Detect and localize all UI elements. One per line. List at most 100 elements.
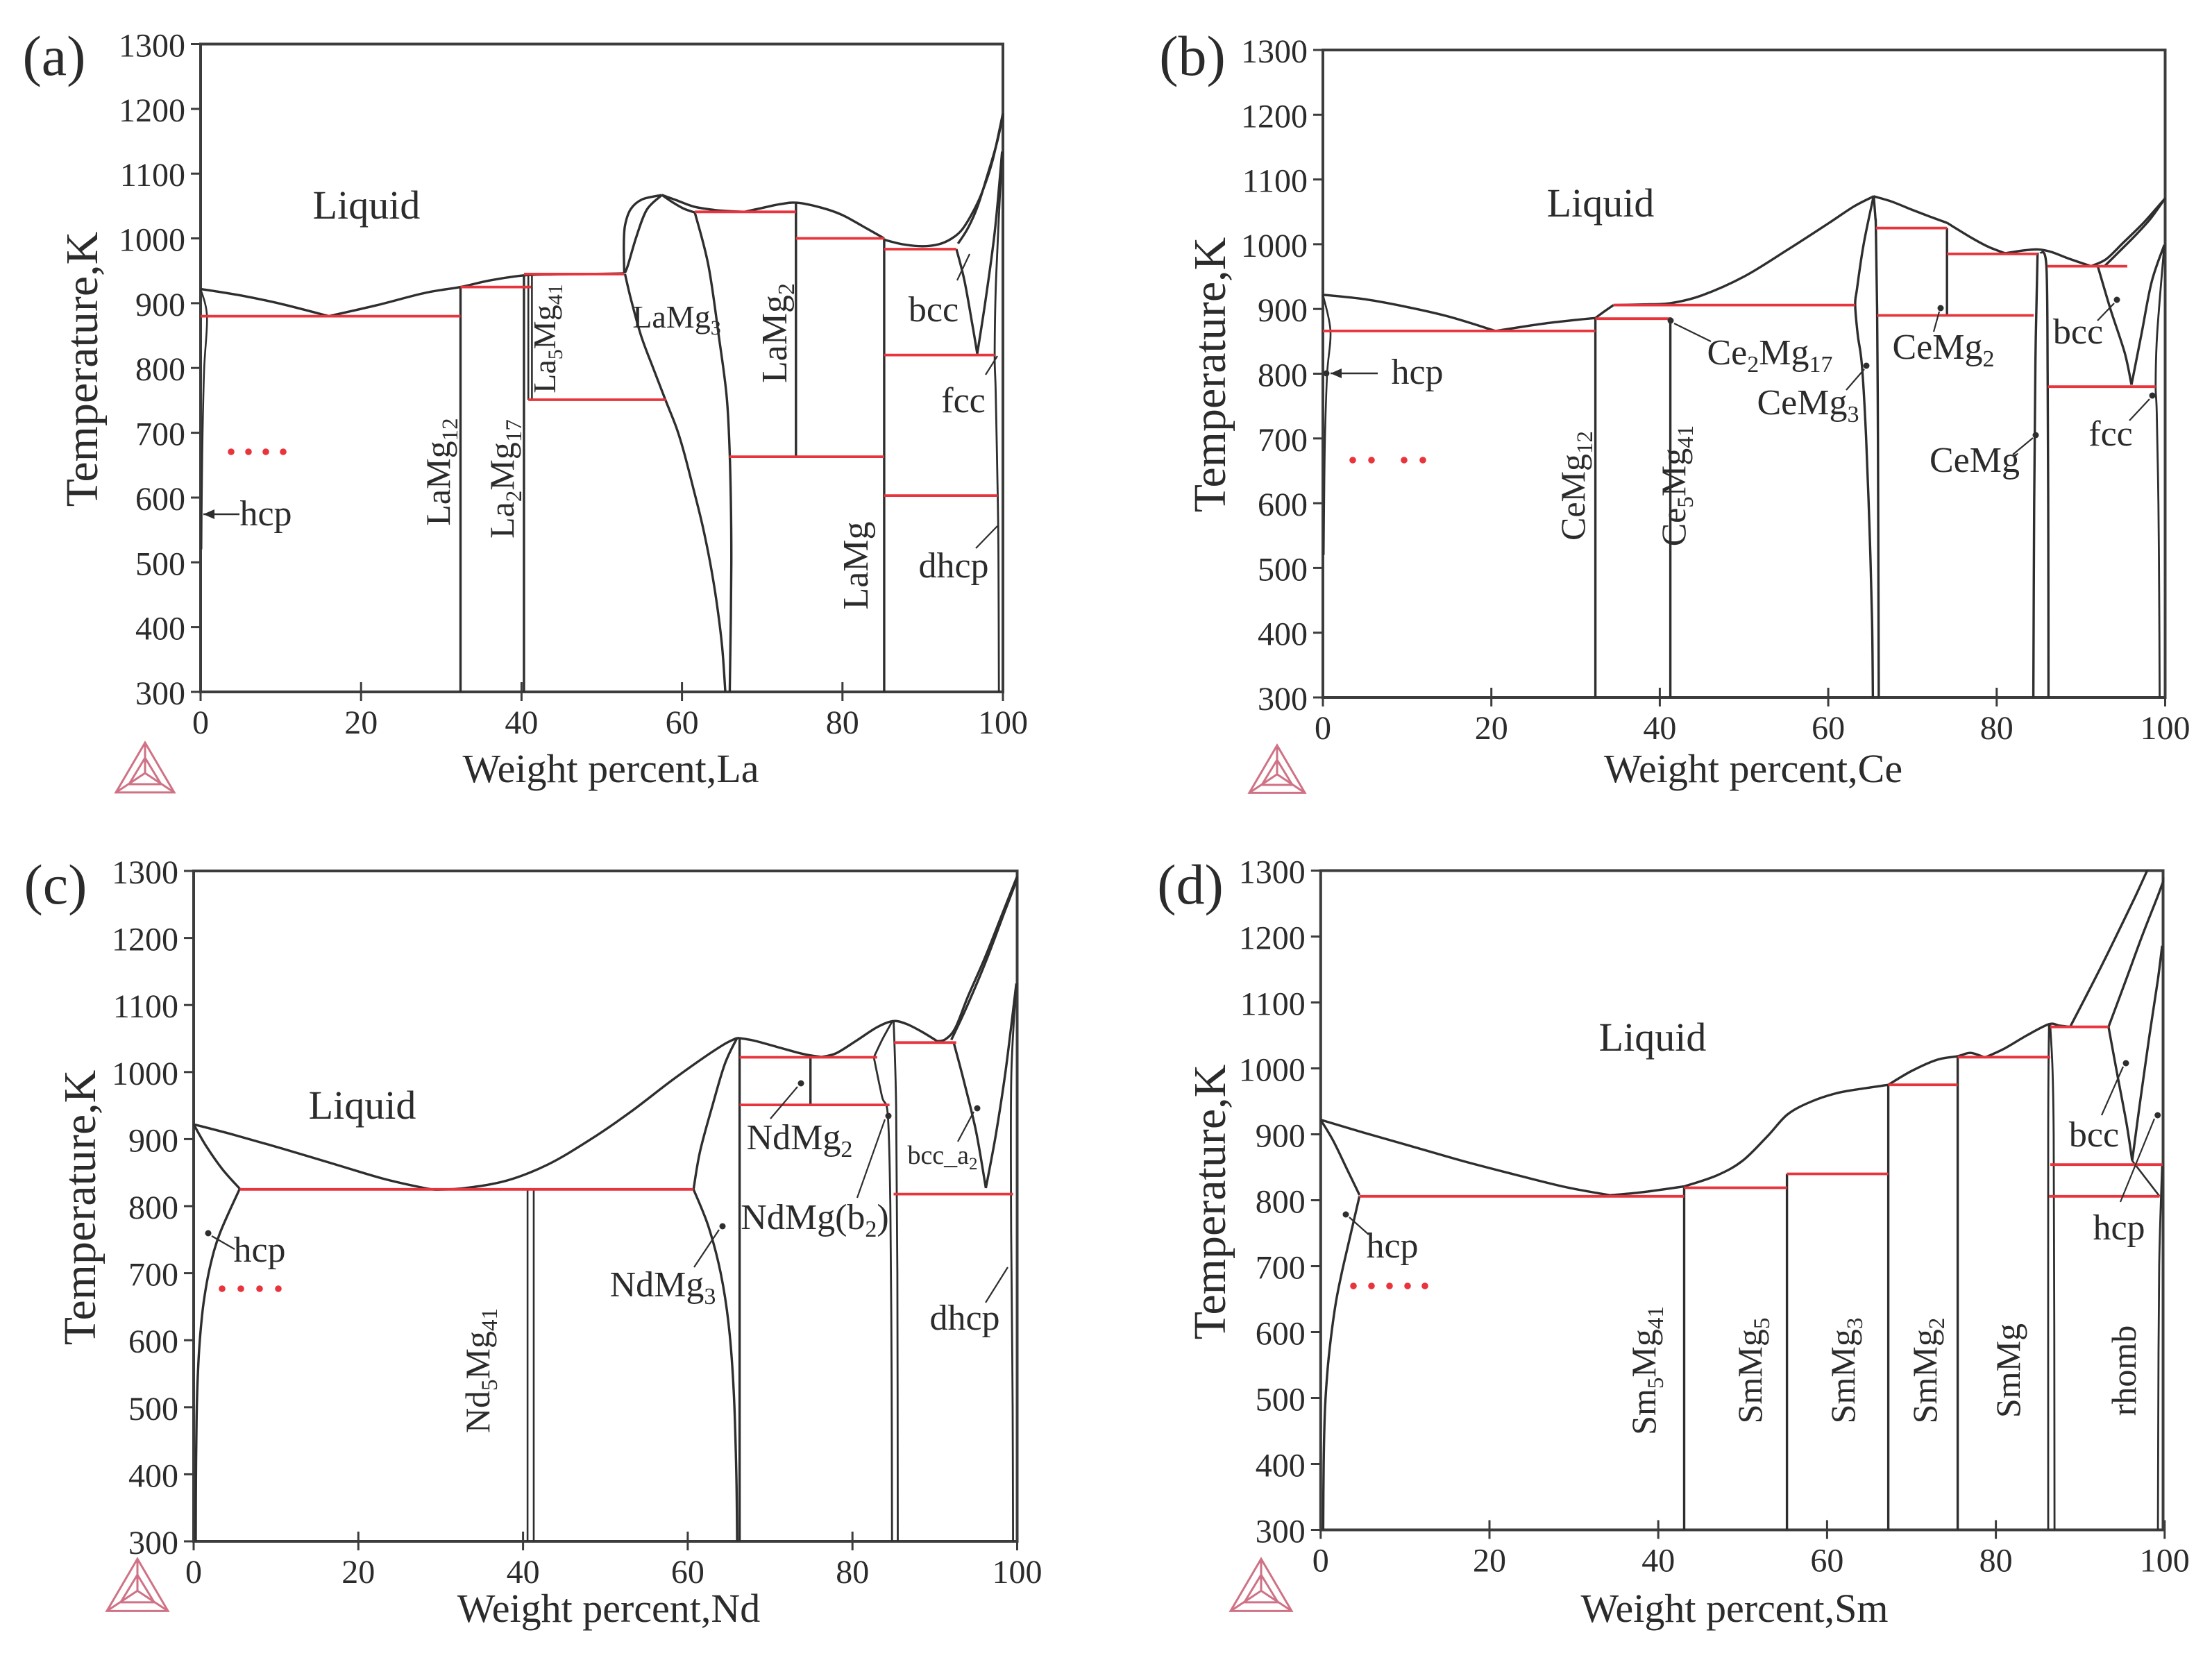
svg-text:(a): (a)	[22, 24, 85, 87]
svg-text:400: 400	[128, 1457, 178, 1494]
svg-text:600: 600	[128, 1323, 178, 1360]
svg-text:LaMg12​: LaMg12​	[419, 418, 463, 525]
svg-text:20: 20	[1473, 1543, 1506, 1579]
svg-text:Ce2​Mg17​: Ce2​Mg17​	[1707, 333, 1832, 378]
svg-text:1000: 1000	[112, 1056, 178, 1092]
svg-text:hcp: hcp	[239, 494, 292, 534]
svg-text:hcp: hcp	[2093, 1208, 2145, 1248]
svg-text:700: 700	[1258, 422, 1308, 459]
svg-text:1300: 1300	[112, 854, 178, 891]
svg-text:800: 800	[1256, 1184, 1306, 1221]
svg-text:1000: 1000	[1239, 1052, 1306, 1089]
svg-text:60: 60	[1810, 1543, 1843, 1579]
svg-text:Liquid: Liquid	[1547, 180, 1655, 226]
svg-text:LaMg3​: LaMg3​	[632, 299, 720, 339]
svg-text:Sm5​Mg41​: Sm5​Mg41​	[1624, 1306, 1669, 1435]
svg-text:1300: 1300	[1241, 33, 1308, 70]
svg-text:80: 80	[836, 1554, 869, 1591]
svg-text:900: 900	[135, 287, 185, 323]
svg-text:Weight percent,Nd: Weight percent,Nd	[457, 1586, 761, 1631]
svg-text:1100: 1100	[1242, 163, 1308, 200]
svg-text:dhcp: dhcp	[929, 1298, 999, 1338]
svg-text:500: 500	[1258, 551, 1308, 588]
svg-text:300: 300	[128, 1525, 178, 1561]
svg-text:1200: 1200	[119, 92, 185, 129]
svg-text:Temperature,K: Temperature,K	[55, 1070, 105, 1346]
svg-text:Nd5​Mg41​: Nd5​Mg41​	[458, 1308, 503, 1433]
svg-text:60: 60	[671, 1554, 704, 1591]
svg-text:800: 800	[128, 1189, 178, 1226]
svg-text:1100: 1100	[120, 157, 185, 194]
svg-text:900: 900	[1256, 1118, 1306, 1155]
svg-text:600: 600	[1256, 1316, 1306, 1353]
svg-text:900: 900	[128, 1122, 178, 1159]
svg-text:rhomb: rhomb	[2104, 1326, 2143, 1416]
svg-text:100: 100	[2140, 1543, 2190, 1579]
svg-text:LaMg: LaMg	[836, 521, 876, 609]
svg-text:fcc: fcc	[2088, 414, 2132, 454]
svg-text:100: 100	[978, 704, 1028, 741]
svg-text:60: 60	[666, 704, 699, 741]
svg-text:La2​Mg17​: La2​Mg17​	[482, 419, 527, 539]
svg-text:Temperature,K: Temperature,K	[1185, 1065, 1235, 1340]
svg-text:Weight percent,Ce: Weight percent,Ce	[1604, 746, 1902, 791]
svg-text:(d): (d)	[1157, 853, 1224, 916]
svg-text:600: 600	[135, 481, 185, 518]
svg-text:(c): (c)	[24, 853, 87, 916]
svg-text:800: 800	[135, 351, 185, 388]
svg-text:Liquid: Liquid	[1599, 1015, 1707, 1060]
svg-text:1200: 1200	[1241, 98, 1308, 135]
svg-text:1000: 1000	[1241, 228, 1308, 264]
svg-text:1000: 1000	[119, 222, 185, 259]
svg-text:Temperature,K: Temperature,K	[57, 232, 108, 507]
svg-text:CeMg12​: CeMg12​	[1553, 431, 1598, 541]
svg-text:Weight percent,Sm: Weight percent,Sm	[1580, 1586, 1888, 1631]
svg-text:SmMg3​: SmMg3​	[1823, 1318, 1868, 1424]
svg-text:hcp: hcp	[1366, 1226, 1418, 1266]
svg-text:20: 20	[341, 1554, 375, 1591]
svg-text:400: 400	[1256, 1448, 1306, 1484]
svg-text:40: 40	[505, 704, 538, 741]
svg-text:100: 100	[993, 1554, 1042, 1591]
svg-text:SmMg5​: SmMg5​	[1730, 1318, 1775, 1424]
svg-text:100: 100	[2141, 710, 2190, 747]
svg-text:NdMg2​: NdMg2​	[747, 1118, 853, 1162]
svg-text:1100: 1100	[1240, 986, 1306, 1023]
svg-text:0: 0	[192, 704, 209, 741]
svg-text:hcp: hcp	[1391, 353, 1443, 392]
svg-text:CeMg3​: CeMg3​	[1757, 383, 1859, 427]
svg-text:0: 0	[1315, 710, 1331, 747]
svg-text:80: 80	[1980, 710, 2013, 747]
svg-text:NdMg3​: NdMg3​	[610, 1265, 716, 1310]
svg-text:500: 500	[128, 1391, 178, 1428]
svg-text:1200: 1200	[1239, 920, 1306, 957]
svg-text:Temperature,K: Temperature,K	[1185, 237, 1235, 513]
svg-text:300: 300	[1258, 681, 1308, 718]
svg-text:0: 0	[185, 1554, 202, 1591]
svg-text:Liquid: Liquid	[309, 1083, 416, 1128]
svg-text:hcp: hcp	[233, 1230, 285, 1270]
svg-text:60: 60	[1812, 710, 1845, 747]
svg-text:1200: 1200	[112, 922, 178, 958]
svg-text:Liquid: Liquid	[313, 183, 421, 228]
svg-text:700: 700	[135, 416, 185, 453]
svg-text:NdMg(b2​): NdMg(b2​)	[741, 1198, 888, 1242]
svg-text:Weight percent,La: Weight percent,La	[463, 746, 759, 791]
svg-text:40: 40	[507, 1554, 540, 1591]
svg-text:800: 800	[1258, 357, 1308, 394]
svg-text:1100: 1100	[113, 988, 178, 1025]
svg-text:(b): (b)	[1159, 24, 1226, 87]
svg-text:40: 40	[1643, 710, 1676, 747]
svg-text:dhcp: dhcp	[918, 546, 988, 586]
svg-text:80: 80	[826, 704, 859, 741]
svg-text:600: 600	[1258, 486, 1308, 523]
svg-text:bcc_a2​: bcc_a2​	[907, 1141, 977, 1174]
svg-text:500: 500	[1256, 1382, 1306, 1418]
svg-text:500: 500	[135, 545, 185, 582]
svg-text:CeMg2​: CeMg2​	[1893, 328, 1995, 372]
svg-text:CeMg: CeMg	[1930, 441, 2020, 480]
svg-text:bcc: bcc	[909, 290, 959, 330]
svg-text:bcc: bcc	[2053, 312, 2103, 352]
svg-text:700: 700	[128, 1257, 178, 1294]
svg-text:400: 400	[1258, 616, 1308, 653]
